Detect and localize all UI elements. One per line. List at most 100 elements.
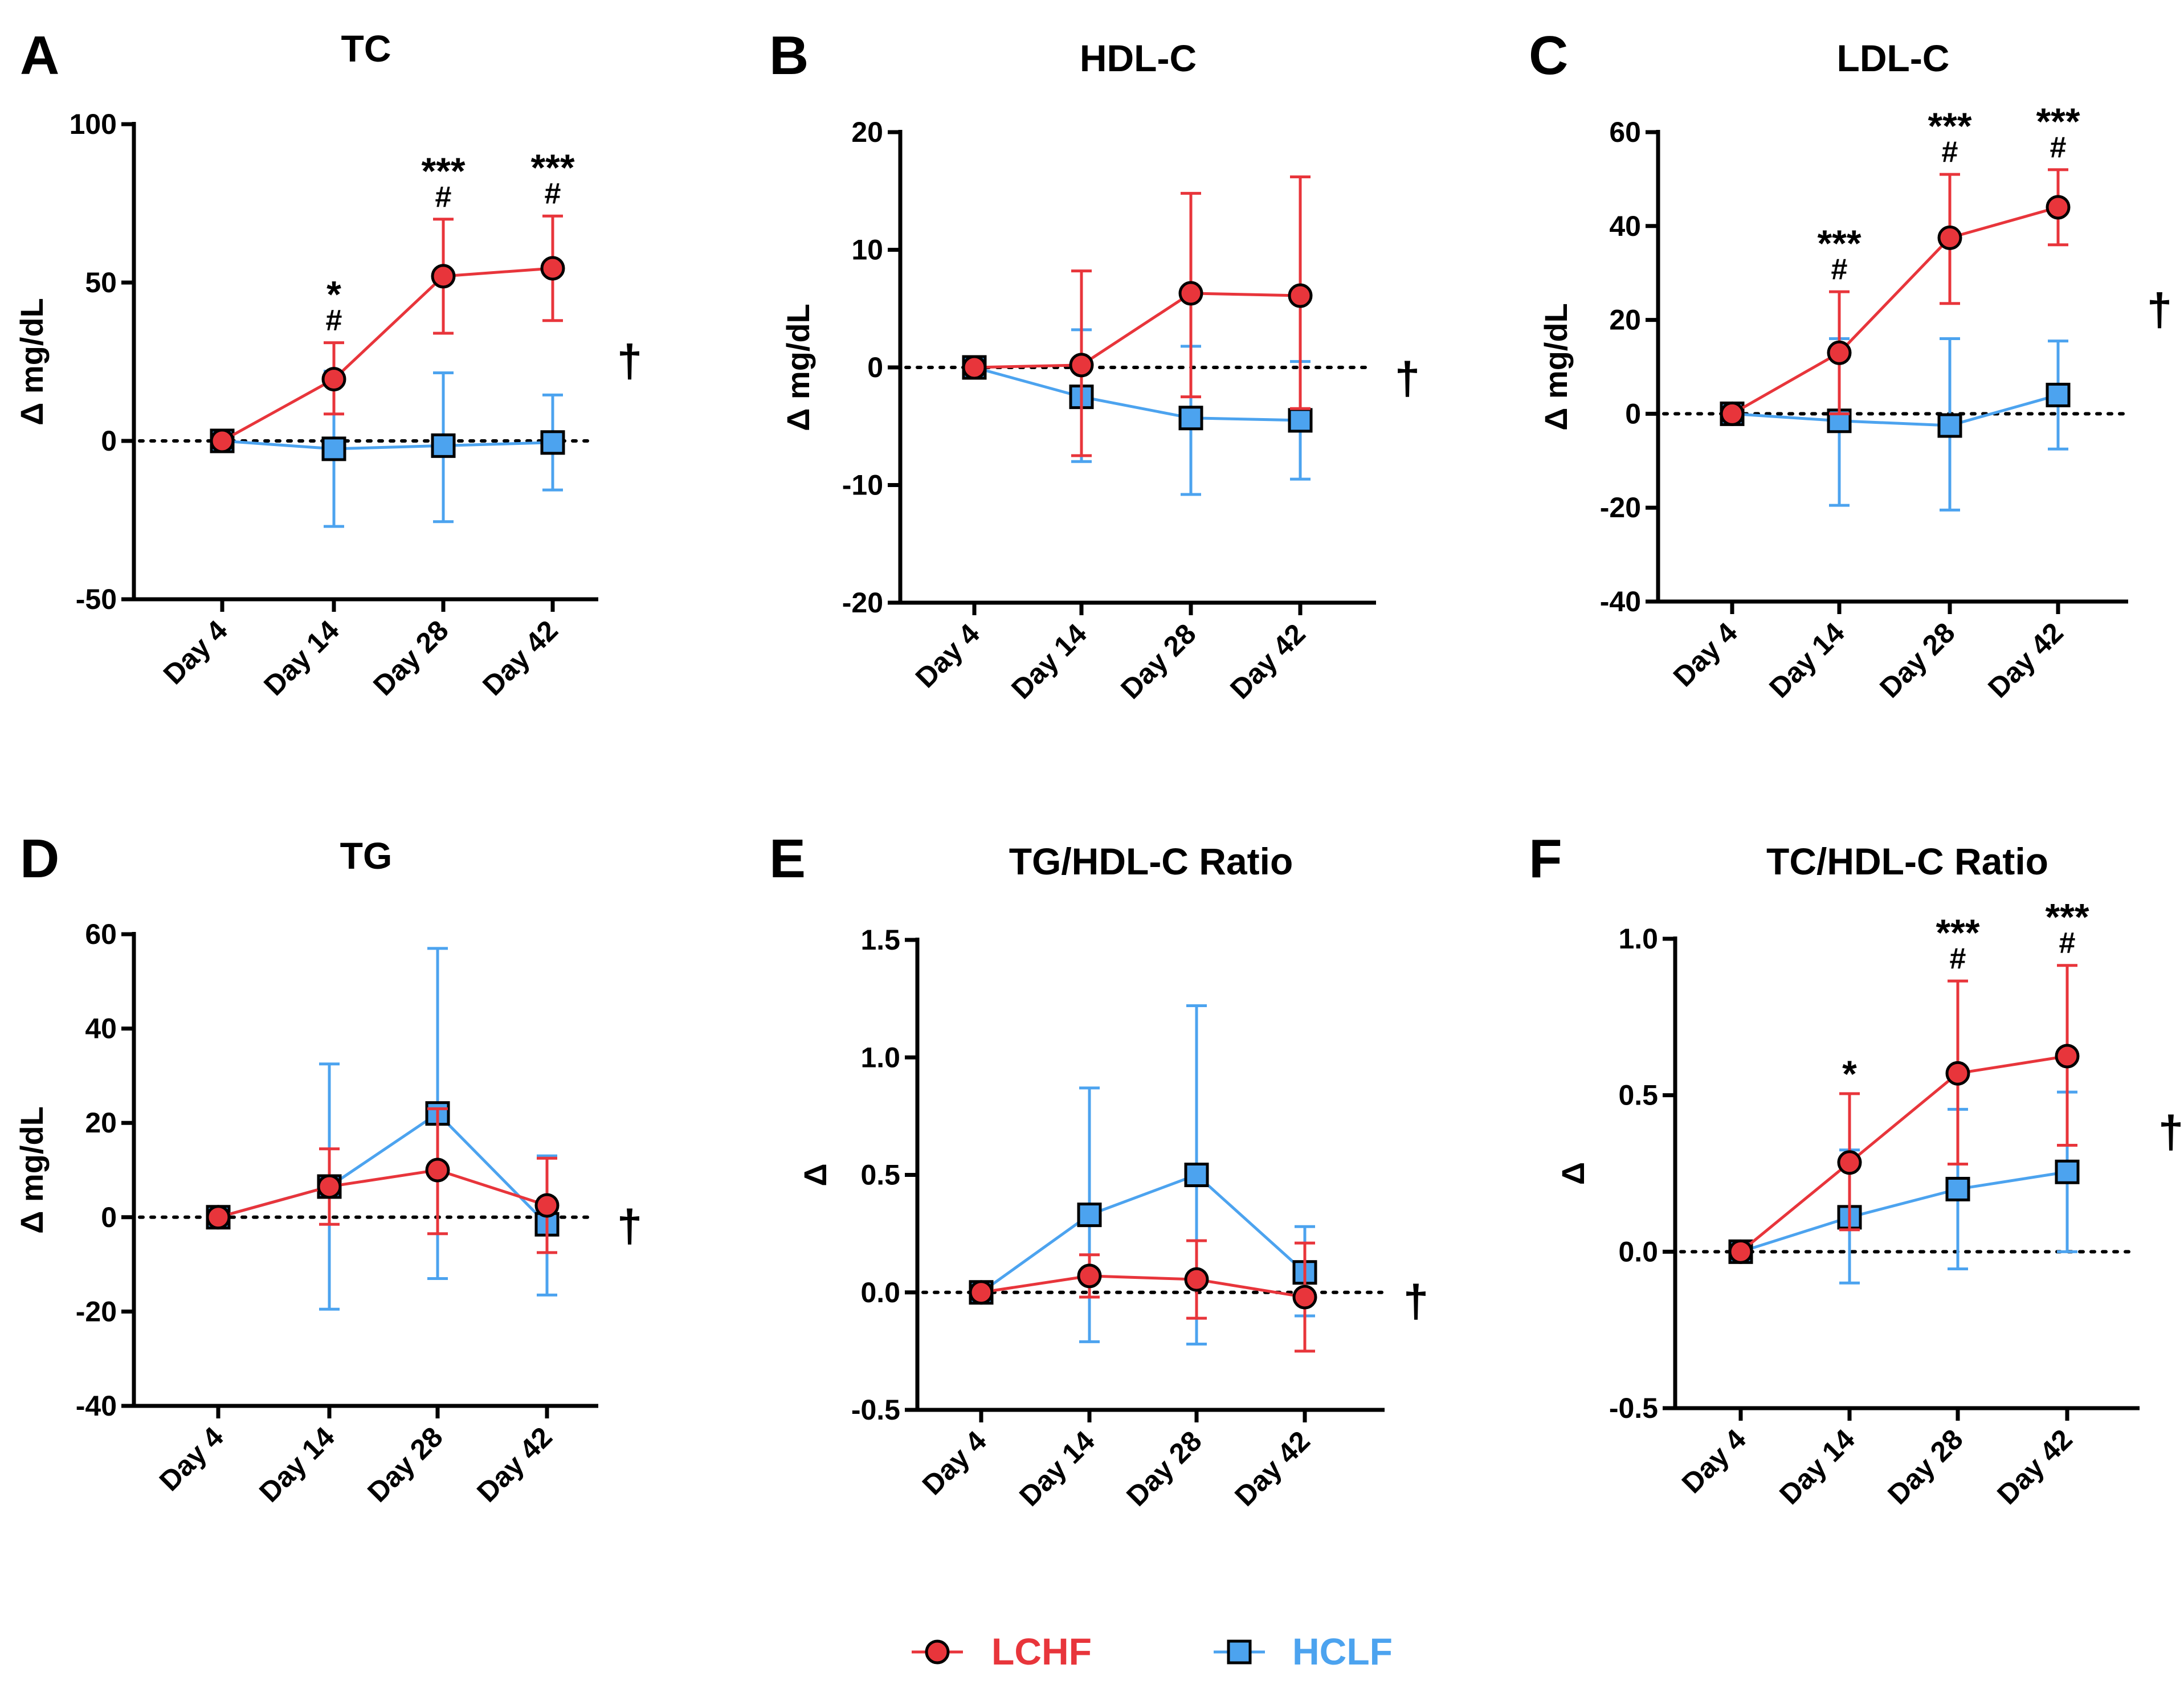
y-tick-label: -10 <box>842 469 883 501</box>
significance-hash: # <box>1942 136 1958 169</box>
x-tick-label: Day 4 <box>1676 1423 1752 1499</box>
chart-panel-b: B HDL-C Δ mg/dL -20 -10 0 10 20 Day 4 Day 14 Day 2… <box>769 25 1420 705</box>
x-tick-label: Day 42 <box>1224 617 1312 705</box>
x-tick-label: Day 28 <box>361 1421 449 1508</box>
x-tick-label: Day 14 <box>1013 1425 1101 1512</box>
significance-stars: *** <box>530 146 574 189</box>
panel-title: TC/HDL-C Ratio <box>1766 840 2048 882</box>
series-hclf <box>1720 337 2071 512</box>
significance-stars: *** <box>2045 896 2089 938</box>
legend: LCHF HCLF <box>912 1630 1393 1672</box>
y-tick-label: 40 <box>85 1013 117 1045</box>
significance-hash: # <box>326 304 342 337</box>
y-axis-label: Δ mg/dL <box>1538 303 1574 431</box>
data-point <box>206 1205 231 1230</box>
x-tick-label: Day 4 <box>153 1421 230 1497</box>
series-line <box>1731 206 2059 415</box>
series-lchf <box>1720 168 2071 426</box>
data-point <box>431 433 456 458</box>
chart-panel-a: A TC Δ mg/dL -50 0 50 100 Day 4 Day 14 Day 28 Day … <box>14 25 642 702</box>
data-point <box>210 428 235 453</box>
y-axis-label: Δ mg/dL <box>780 304 816 431</box>
data-point <box>1288 408 1313 433</box>
data-point <box>317 1174 342 1199</box>
y-tick-label: 0.5 <box>1618 1079 1658 1111</box>
y-tick-label: 40 <box>1609 210 1641 242</box>
series-line <box>1732 394 2059 427</box>
y-tick-label: 20 <box>1609 304 1641 336</box>
y-tick-label: 1.0 <box>1618 923 1658 955</box>
y-tick-label: -20 <box>76 1295 117 1327</box>
panel-letter: E <box>769 828 806 889</box>
x-tick-label: Day 42 <box>1991 1423 2079 1511</box>
chart-panel-d: D TG Δ mg/dL -40 -20 0 20 40 60 Day 4 Day 14 Day 28… <box>14 828 642 1508</box>
series-lchf <box>206 1107 560 1254</box>
significance-stars: * <box>326 273 341 316</box>
x-tick-label: Day 4 <box>1667 616 1744 693</box>
y-tick-label: 0 <box>1625 398 1641 430</box>
legend-hclf-label: HCLF <box>1292 1630 1393 1672</box>
data-point <box>1178 281 1203 306</box>
data-point <box>1937 225 1962 250</box>
data-point <box>540 430 565 455</box>
y-tick-label: 10 <box>851 234 883 266</box>
x-tick-label: Day 14 <box>253 1421 341 1508</box>
series-line <box>222 439 553 451</box>
data-point <box>2046 195 2071 220</box>
data-point <box>1945 1061 1970 1086</box>
data-point <box>962 355 987 380</box>
x-tick-label: Day 42 <box>471 1421 558 1508</box>
significance-hash: # <box>435 181 452 214</box>
y-tick-label: -50 <box>76 583 117 615</box>
x-tick-label: Day 28 <box>1881 1423 1969 1511</box>
series-line <box>218 1111 548 1225</box>
data-point <box>1184 1163 1209 1187</box>
significance-hash: # <box>545 177 561 210</box>
series-line <box>1740 1170 2068 1253</box>
legend-entry-lchf: LCHF <box>912 1630 1092 1672</box>
data-point <box>540 256 565 281</box>
data-point <box>1827 340 1852 365</box>
legend-lchf-marker <box>925 1639 950 1665</box>
significance-hash: # <box>1950 942 1966 975</box>
data-point <box>1077 1203 1102 1228</box>
series-hclf <box>1728 1090 2080 1285</box>
panel-letter: C <box>1529 25 1568 86</box>
dagger-mark: † <box>617 336 643 386</box>
data-point <box>2055 1044 2080 1069</box>
x-tick-label: Day 14 <box>258 614 345 702</box>
significance-stars: *** <box>2036 100 2080 142</box>
legend-hclf-marker <box>1227 1639 1252 1665</box>
y-tick-label: 0.0 <box>860 1277 900 1308</box>
x-tick-label: Day 14 <box>1773 1423 1861 1511</box>
data-point <box>1937 413 1962 438</box>
significance-stars: *** <box>1817 222 1861 264</box>
series-hclf <box>206 947 560 1311</box>
series-line <box>974 292 1301 369</box>
panel-letter: F <box>1529 828 1562 889</box>
data-point <box>1069 353 1094 378</box>
data-point <box>1945 1176 1970 1201</box>
y-tick-label: -40 <box>76 1390 117 1422</box>
y-axis-label: Δ mg/dL <box>14 298 50 426</box>
panel-title: TC <box>341 27 391 69</box>
significance-stars: *** <box>1936 911 1979 954</box>
x-tick-label: Day 28 <box>1115 617 1202 705</box>
dagger-mark: † <box>617 1200 643 1251</box>
data-point <box>321 367 346 392</box>
data-point <box>1292 1285 1317 1310</box>
data-point <box>1837 1150 1862 1175</box>
dagger-mark: † <box>2147 284 2173 335</box>
panel-letter: B <box>769 25 809 86</box>
data-point <box>1720 401 1745 426</box>
data-point <box>425 1158 450 1183</box>
significance-hash: # <box>1831 253 1848 286</box>
series-lchf <box>962 175 1313 457</box>
x-tick-label: Day 28 <box>1873 616 1961 704</box>
chart-panel-f: F TC/HDL-C Ratio Δ -0.5 0.0 0.5 1.0 Day 4 Day 14… <box>1529 828 2183 1511</box>
y-tick-label: 0 <box>101 425 117 457</box>
series-line <box>1740 1054 2068 1253</box>
y-tick-label: 60 <box>1609 116 1641 148</box>
panel-letter: D <box>20 828 59 889</box>
